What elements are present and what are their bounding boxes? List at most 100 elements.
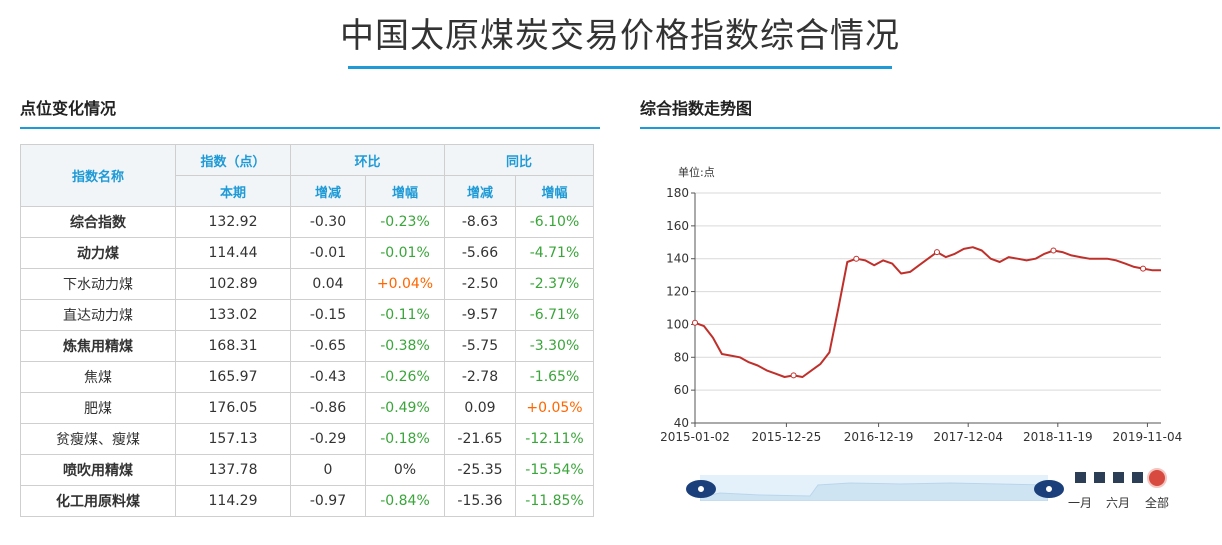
cell-mom-rate: -0.23% bbox=[365, 206, 445, 238]
header-current-period: 本期 bbox=[175, 175, 291, 207]
header-index-name: 指数名称 bbox=[20, 144, 176, 207]
range-button-all[interactable]: 全部 bbox=[1145, 496, 1170, 510]
header-yoy-rate: 增幅 bbox=[515, 175, 594, 207]
header-index-points: 指数（点） bbox=[175, 144, 291, 176]
y-tick-label: 180 bbox=[666, 186, 689, 200]
table-row: 下水动力煤 102.89 0.04 +0.04% -2.50 -2.37% bbox=[20, 268, 594, 300]
cell-current-value: 114.44 bbox=[175, 237, 291, 269]
data-point-marker bbox=[692, 319, 698, 326]
cell-current-value: 133.02 bbox=[175, 299, 291, 331]
index-series-line bbox=[694, 246, 1161, 378]
cell-current-value: 114.29 bbox=[175, 485, 291, 517]
left-section-line bbox=[20, 127, 600, 129]
table-row: 贫瘦煤、瘦煤 157.13 -0.29 -0.18% -21.65 -12.11% bbox=[20, 423, 594, 455]
range-selected-dot-icon[interactable] bbox=[1147, 468, 1167, 488]
y-tick-label: 100 bbox=[666, 317, 689, 331]
range-step-icon[interactable] bbox=[1113, 472, 1124, 483]
cell-index-name: 肥煤 bbox=[20, 392, 176, 424]
cell-mom-rate: +0.04% bbox=[365, 268, 445, 300]
header-mom-change: 增减 bbox=[290, 175, 366, 207]
right-section-line bbox=[640, 127, 1220, 129]
y-tick-label: 120 bbox=[666, 285, 689, 299]
cell-current-value: 157.13 bbox=[175, 423, 291, 455]
navigator-mini-chart bbox=[699, 482, 1049, 502]
cell-yoy-change: -15.36 bbox=[444, 485, 516, 517]
data-point-marker bbox=[853, 255, 860, 262]
range-button-6m[interactable]: 六月 bbox=[1106, 496, 1131, 510]
cell-current-value: 168.31 bbox=[175, 330, 291, 362]
cell-yoy-rate: +0.05% bbox=[515, 392, 594, 424]
cell-yoy-change: -5.66 bbox=[444, 237, 516, 269]
cell-yoy-rate: -2.37% bbox=[515, 268, 594, 300]
cell-mom-change: -0.01 bbox=[290, 237, 366, 269]
cell-index-name: 综合指数 bbox=[20, 206, 176, 238]
cell-mom-rate: -0.84% bbox=[365, 485, 445, 517]
table-body: 综合指数 132.92 -0.30 -0.23% -8.63 -6.10% 动力煤 114.4… bbox=[20, 206, 594, 517]
right-section-title: 综合指数走势图 bbox=[640, 99, 753, 118]
data-point-marker bbox=[933, 249, 940, 256]
cell-current-value: 165.97 bbox=[175, 361, 291, 393]
index-trend-chart: 单位:点 40 60 80 100 120 140 160 180 2015-01-02 2015-… bbox=[660, 165, 1183, 444]
table-row: 炼焦用精煤 168.31 -0.65 -0.38% -5.75 -3.30% bbox=[20, 330, 594, 362]
cell-yoy-change: -2.50 bbox=[444, 268, 516, 300]
x-tick-label: 2017-12-04 bbox=[933, 430, 1003, 444]
header-mom: 环比 bbox=[290, 144, 445, 176]
cell-index-name: 直达动力煤 bbox=[20, 299, 176, 331]
x-tick-label: 2019-11-04 bbox=[1113, 430, 1183, 444]
y-tick-label: 140 bbox=[666, 252, 689, 266]
cell-mom-rate: -0.38% bbox=[365, 330, 445, 362]
cell-yoy-change: -9.57 bbox=[444, 299, 516, 331]
cell-mom-change: -0.30 bbox=[290, 206, 366, 238]
range-step-icon[interactable] bbox=[1132, 472, 1143, 483]
cell-yoy-rate: -6.10% bbox=[515, 206, 594, 238]
cell-index-name: 贫瘦煤、瘦煤 bbox=[20, 423, 176, 455]
table-row: 综合指数 132.92 -0.30 -0.23% -8.63 -6.10% bbox=[20, 206, 594, 238]
cell-mom-rate: 0% bbox=[365, 454, 445, 486]
cell-index-name: 化工用原料煤 bbox=[20, 485, 176, 517]
cell-mom-change: -0.65 bbox=[290, 330, 366, 362]
cell-current-value: 176.05 bbox=[175, 392, 291, 424]
cell-yoy-rate: -4.71% bbox=[515, 237, 594, 269]
table-row: 直达动力煤 133.02 -0.15 -0.11% -9.57 -6.71% bbox=[20, 299, 594, 331]
header-mom-rate: 增幅 bbox=[365, 175, 445, 207]
range-start-handle-icon[interactable] bbox=[686, 480, 716, 498]
y-tick-label: 80 bbox=[674, 350, 689, 364]
cell-index-name: 焦煤 bbox=[20, 361, 176, 393]
x-tick-label: 2018-11-19 bbox=[1023, 430, 1093, 444]
cell-mom-change: -0.29 bbox=[290, 423, 366, 455]
cell-index-name: 下水动力煤 bbox=[20, 268, 176, 300]
cell-yoy-change: -8.63 bbox=[444, 206, 516, 238]
x-tick-label: 2015-12-25 bbox=[752, 430, 822, 444]
table-row: 化工用原料煤 114.29 -0.97 -0.84% -15.36 -11.85% bbox=[20, 485, 594, 517]
cell-mom-change: 0 bbox=[290, 454, 366, 486]
cell-current-value: 102.89 bbox=[175, 268, 291, 300]
cell-mom-change: 0.04 bbox=[290, 268, 366, 300]
cell-index-name: 动力煤 bbox=[20, 237, 176, 269]
x-tick-label: 2016-12-19 bbox=[844, 430, 914, 444]
cell-mom-rate: -0.49% bbox=[365, 392, 445, 424]
cell-yoy-rate: -11.85% bbox=[515, 485, 594, 517]
cell-yoy-rate: -12.11% bbox=[515, 423, 594, 455]
chart-unit-label: 单位:点 bbox=[678, 165, 715, 179]
range-step-icon[interactable] bbox=[1094, 472, 1105, 483]
table-row: 动力煤 114.44 -0.01 -0.01% -5.66 -4.71% bbox=[20, 237, 594, 269]
page-title: 中国太原煤炭交易价格指数综合情况 bbox=[340, 16, 900, 56]
range-button-1m[interactable]: 一月 bbox=[1068, 496, 1093, 510]
cell-index-name: 炼焦用精煤 bbox=[20, 330, 176, 362]
cell-mom-rate: -0.18% bbox=[365, 423, 445, 455]
cell-mom-change: -0.43 bbox=[290, 361, 366, 393]
range-step-icon[interactable] bbox=[1075, 472, 1086, 483]
range-end-handle-icon[interactable] bbox=[1034, 480, 1064, 498]
header-yoy-change: 增减 bbox=[444, 175, 516, 207]
data-point-marker bbox=[1140, 265, 1147, 272]
cell-yoy-change: -5.75 bbox=[444, 330, 516, 362]
cell-yoy-change: -2.78 bbox=[444, 361, 516, 393]
cell-yoy-change: -21.65 bbox=[444, 423, 516, 455]
range-navigator[interactable] bbox=[699, 475, 1049, 502]
cell-yoy-rate: -6.71% bbox=[515, 299, 594, 331]
data-point-marker bbox=[1050, 247, 1057, 254]
cell-yoy-rate: -1.65% bbox=[515, 361, 594, 393]
y-tick-label: 60 bbox=[674, 383, 689, 397]
index-table: 指数名称 指数（点） 环比 同比 本期 增减 增幅 增减 增幅 综合指数 132.… bbox=[20, 144, 594, 517]
left-section-title: 点位变化情况 bbox=[20, 99, 117, 118]
